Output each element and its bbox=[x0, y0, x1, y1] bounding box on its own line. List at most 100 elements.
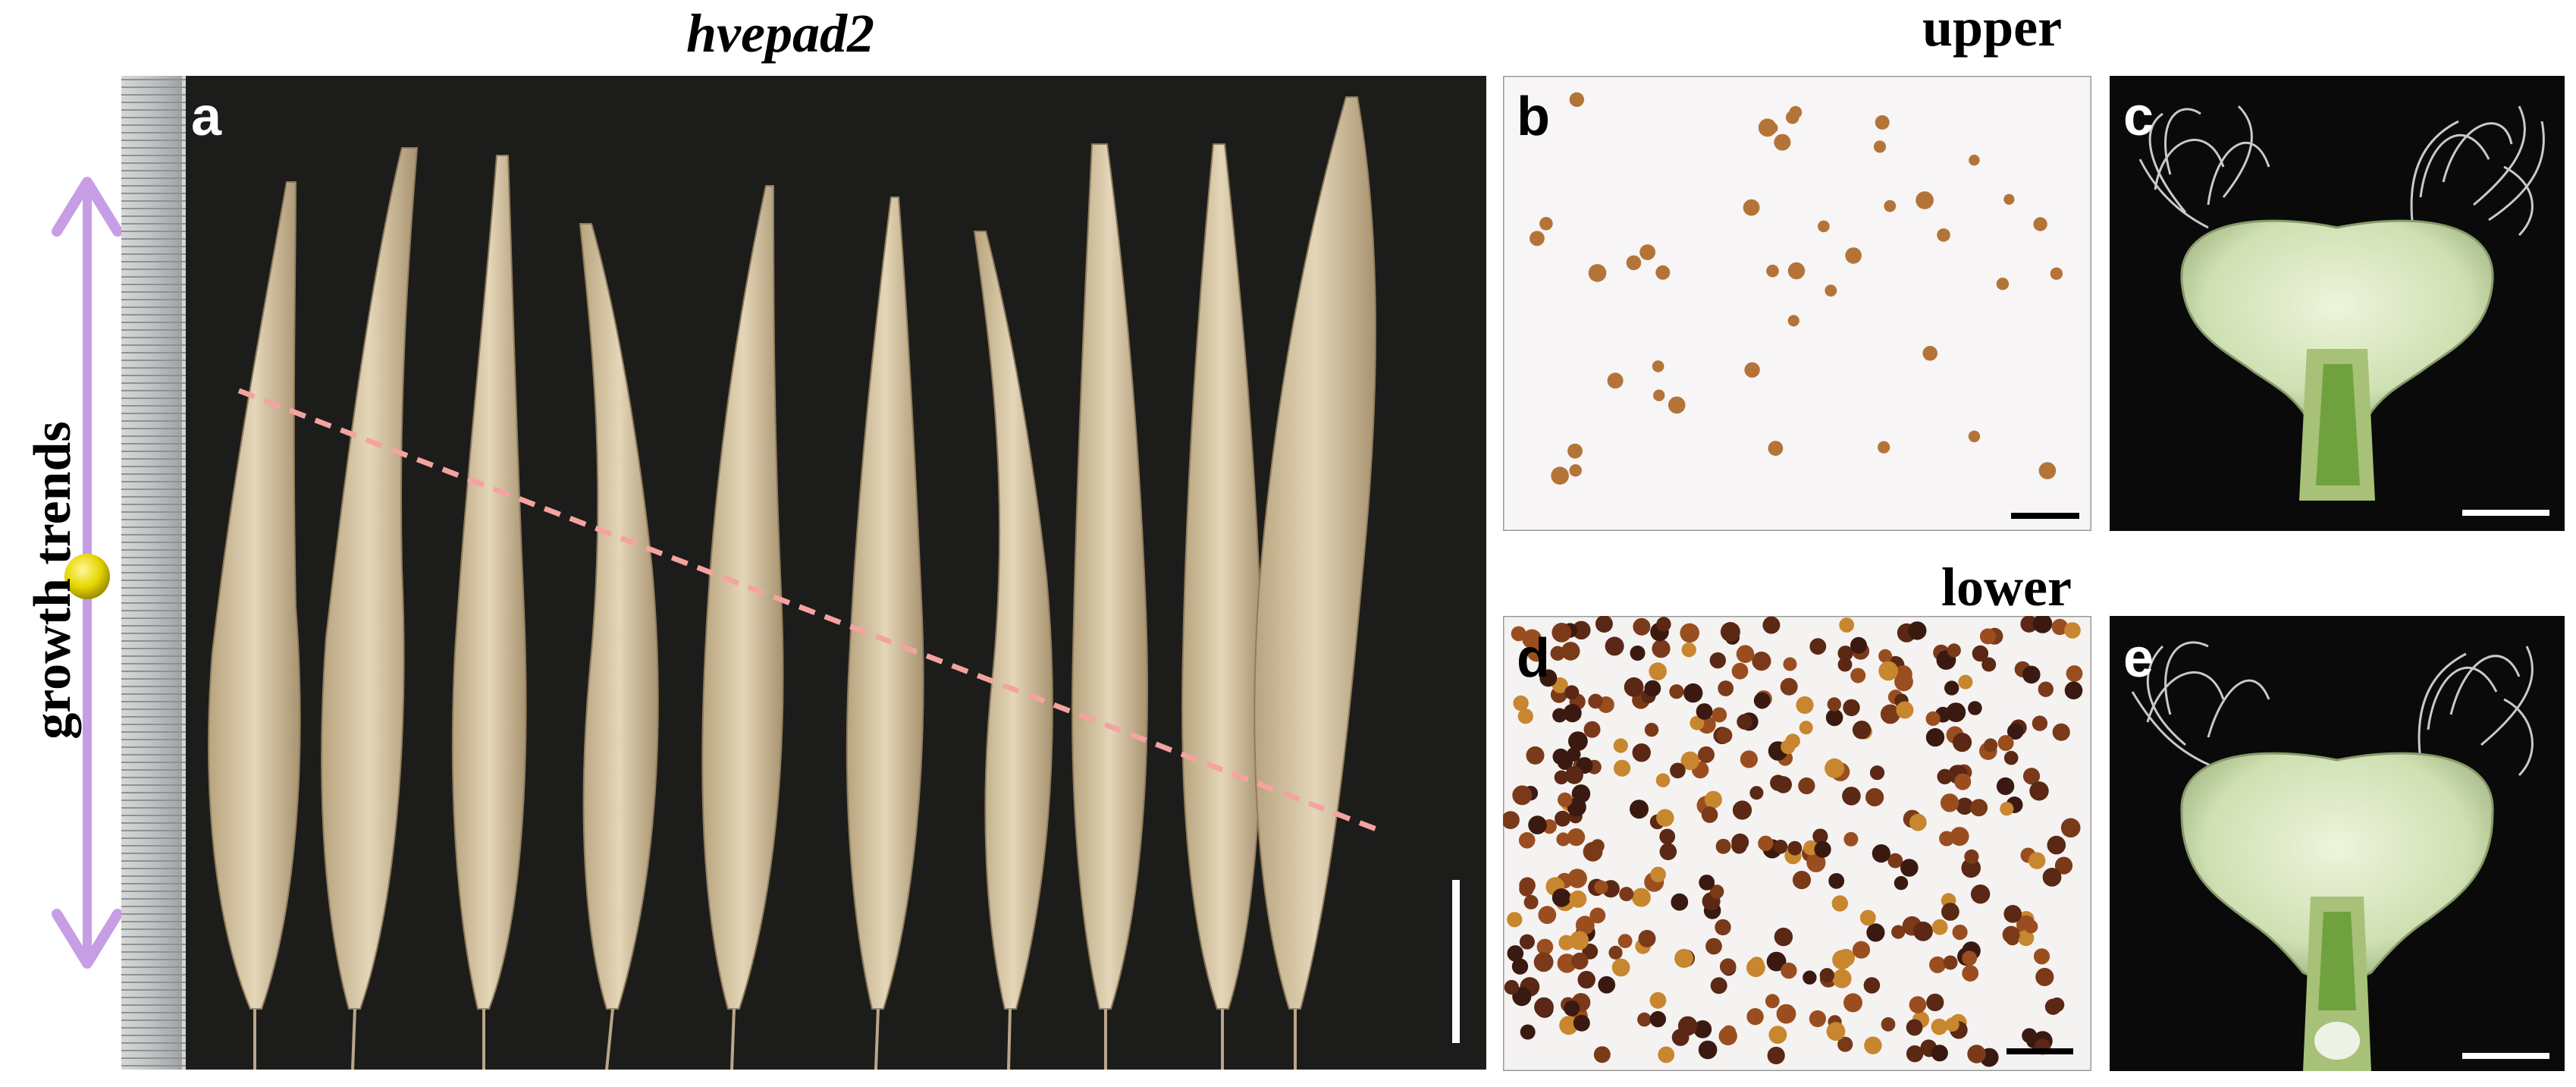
pollen-grain bbox=[1922, 346, 1937, 361]
pollen-grain bbox=[1850, 668, 1866, 683]
pollen-grain bbox=[1997, 735, 2014, 751]
pollen-grain bbox=[1680, 751, 1700, 771]
pollen-grain bbox=[1696, 703, 1713, 720]
pollen-grain bbox=[2042, 868, 2062, 887]
pollen-grain bbox=[1573, 1014, 1590, 1032]
pollen-grain bbox=[2066, 665, 2083, 682]
pollen-grain bbox=[1569, 931, 1589, 950]
pollen-grain bbox=[1850, 636, 1867, 654]
pollen-grain bbox=[1767, 1046, 1785, 1065]
pollen-grain bbox=[1984, 738, 1998, 752]
pollen-grain bbox=[1530, 231, 1545, 247]
pollen-grain bbox=[1964, 849, 1979, 864]
pollen-grain bbox=[1843, 699, 1860, 717]
pollen-grain bbox=[2064, 681, 2083, 699]
pollen-grain bbox=[1967, 1045, 1986, 1063]
pollen-grain bbox=[1869, 765, 1885, 781]
pollen-grain bbox=[1649, 662, 1667, 680]
pollen-grain bbox=[1551, 467, 1569, 485]
growth-trends-axis bbox=[52, 177, 123, 969]
pollen-grain bbox=[1929, 956, 1946, 973]
pollen-grain bbox=[1774, 927, 1793, 947]
pollen-grain bbox=[1710, 977, 1727, 994]
pollen-grain bbox=[1598, 975, 1616, 994]
pollen-grain bbox=[1787, 840, 1803, 856]
pollen-grain bbox=[1605, 636, 1624, 656]
pollen-grain bbox=[1518, 832, 1536, 849]
pollen-grain bbox=[1768, 441, 1784, 456]
pollen-grain bbox=[1827, 697, 1841, 712]
pollen-grain bbox=[1749, 786, 1764, 800]
pollen-grain bbox=[1945, 1017, 1959, 1032]
pollen-grain bbox=[1812, 828, 1828, 844]
pollen-grain bbox=[1567, 869, 1587, 888]
pollen-grain bbox=[1798, 777, 1815, 795]
pollen-grain bbox=[1669, 684, 1684, 699]
pollen-grain bbox=[1894, 665, 1912, 683]
pollen-grain bbox=[1659, 843, 1677, 860]
pollen-grain bbox=[1567, 828, 1586, 847]
pollen-grain bbox=[1906, 1019, 1923, 1036]
pollen-grain bbox=[1569, 890, 1587, 908]
pollen-grain bbox=[1699, 875, 1715, 891]
pollen-grain bbox=[1773, 840, 1788, 854]
pollen-grain bbox=[1843, 831, 1859, 847]
pollen-grain bbox=[1650, 866, 1666, 883]
pollen-grain bbox=[1969, 154, 1980, 166]
pollen-grain bbox=[1558, 792, 1573, 808]
pollen-grain bbox=[1744, 362, 1760, 378]
pollen-grain bbox=[1786, 110, 1799, 124]
pollen-grain bbox=[1864, 1036, 1882, 1054]
pollen-grain bbox=[1758, 118, 1777, 137]
pollen-grain bbox=[1613, 759, 1631, 777]
pollen-grain bbox=[1559, 1016, 1579, 1035]
pollen-grain bbox=[1528, 815, 1547, 834]
pollen-grain bbox=[1968, 701, 1982, 715]
pollen-grain bbox=[1715, 838, 1731, 854]
pollen-grain bbox=[1589, 907, 1606, 924]
pollen-grain bbox=[1825, 708, 1843, 727]
pollen-grain bbox=[1633, 617, 1651, 636]
pollen-grain bbox=[1979, 628, 1996, 645]
pollen-grain bbox=[1896, 701, 1914, 719]
pollen-grain bbox=[1881, 1017, 1896, 1032]
pollen-grain bbox=[1709, 884, 1724, 899]
pollen-grain bbox=[1884, 199, 1897, 212]
pollen-grain bbox=[1809, 1010, 1826, 1028]
pollen-grain bbox=[1709, 652, 1726, 669]
pollen-grain bbox=[1913, 921, 1933, 941]
pollen-grain bbox=[1831, 895, 1848, 912]
pollen-grain bbox=[1752, 652, 1771, 671]
pollen-grain bbox=[2024, 919, 2038, 934]
pollen-grain bbox=[1787, 262, 1806, 280]
pollen-grain bbox=[1740, 750, 1758, 768]
pollen-grain bbox=[1818, 220, 1830, 233]
floret-body bbox=[2180, 219, 2494, 434]
pollen-grain bbox=[1719, 958, 1737, 975]
pollen-grain bbox=[1594, 880, 1608, 894]
pollen-grain bbox=[1575, 916, 1595, 935]
pollen-grain bbox=[1737, 714, 1752, 730]
pollen-grain bbox=[1926, 993, 1944, 1012]
upper-label: upper bbox=[1922, 0, 2063, 58]
pollen-grain bbox=[1954, 773, 1972, 790]
pollen-grain bbox=[1655, 773, 1671, 787]
pollen-grain bbox=[1715, 919, 1731, 936]
pollen-grain bbox=[1698, 746, 1715, 763]
pollen-grain bbox=[1961, 858, 1981, 878]
pollen-grain bbox=[1690, 715, 1705, 730]
pollen-grain bbox=[1875, 115, 1890, 130]
panel-a-label: a bbox=[191, 86, 222, 147]
pollen-grain bbox=[1956, 797, 1974, 815]
pollen-grain bbox=[1925, 711, 1941, 726]
pollen-grain bbox=[1768, 1026, 1787, 1045]
pollen-grain bbox=[1539, 669, 1558, 687]
pollen-grain bbox=[1766, 951, 1787, 972]
pollen-grain bbox=[1746, 1008, 1764, 1026]
pollen-grain bbox=[1780, 677, 1798, 696]
pollen-grain bbox=[2033, 948, 2050, 965]
pollen-grain bbox=[1619, 887, 1634, 902]
pollen-grain bbox=[1809, 638, 1827, 655]
panel-d-photo bbox=[1503, 616, 2091, 1071]
pollen-grain bbox=[2003, 193, 2015, 205]
